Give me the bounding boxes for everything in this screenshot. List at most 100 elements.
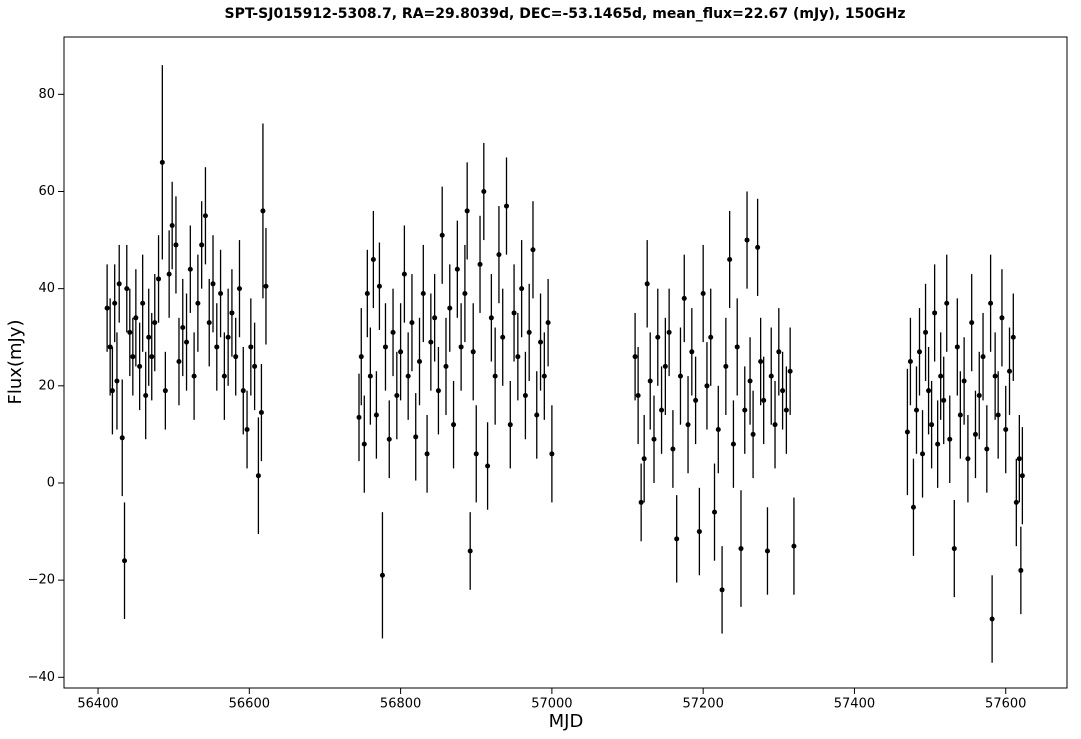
point — [644, 281, 650, 287]
point — [961, 378, 967, 384]
point — [159, 159, 165, 165]
point — [191, 373, 197, 379]
point — [112, 300, 118, 306]
point — [233, 354, 239, 360]
point — [248, 344, 254, 350]
point — [704, 383, 710, 389]
point — [462, 291, 468, 297]
point — [409, 320, 415, 326]
point — [358, 354, 364, 360]
chart-title: SPT-SJ015912-5308.7, RA=29.8039d, DEC=-5… — [225, 6, 906, 22]
point — [187, 266, 193, 272]
point — [477, 261, 483, 267]
point — [689, 349, 695, 355]
point — [432, 315, 438, 321]
point — [526, 329, 532, 335]
point — [641, 456, 647, 462]
point — [989, 616, 995, 622]
point — [980, 354, 986, 360]
point — [252, 363, 258, 369]
point — [907, 359, 913, 365]
point — [677, 373, 683, 379]
point — [361, 441, 367, 447]
point — [932, 310, 938, 316]
point — [488, 315, 494, 321]
point — [218, 291, 224, 297]
point — [780, 388, 786, 394]
point — [538, 339, 544, 345]
point — [258, 410, 264, 416]
y-tick-label: 40 — [38, 281, 55, 296]
point — [957, 412, 963, 418]
point — [696, 529, 702, 535]
point — [127, 329, 133, 335]
point — [693, 397, 699, 403]
point — [162, 388, 168, 394]
plot-frame — [63, 36, 1068, 689]
point — [114, 378, 120, 384]
point — [107, 344, 113, 350]
point — [458, 344, 464, 350]
point — [166, 271, 172, 277]
point — [744, 237, 750, 243]
point — [1018, 567, 1024, 573]
point — [947, 436, 953, 442]
point — [783, 407, 789, 413]
point — [715, 427, 721, 433]
point — [522, 393, 528, 399]
x-tick-label: 56400 — [77, 697, 118, 712]
point — [390, 329, 396, 335]
point — [104, 305, 110, 311]
point — [156, 276, 162, 282]
point — [130, 354, 136, 360]
point — [122, 558, 128, 564]
point — [382, 344, 388, 350]
point — [124, 286, 130, 292]
point — [515, 354, 521, 360]
y-tick-label: 60 — [38, 184, 55, 199]
point — [655, 334, 661, 340]
point — [180, 325, 186, 331]
point — [373, 412, 379, 418]
point — [1016, 456, 1022, 462]
point — [470, 349, 476, 355]
point — [116, 281, 122, 287]
point — [750, 431, 756, 437]
point — [734, 344, 740, 350]
x-axis-label: MJD — [549, 711, 584, 732]
point — [662, 363, 668, 369]
point — [367, 373, 373, 379]
point — [424, 451, 430, 457]
point — [730, 441, 736, 447]
point — [719, 587, 725, 593]
point — [214, 344, 220, 350]
point — [954, 344, 960, 350]
point — [904, 429, 910, 435]
point — [635, 393, 641, 399]
point — [700, 291, 706, 297]
point — [772, 422, 778, 428]
point — [920, 451, 926, 457]
point — [742, 407, 748, 413]
point — [376, 283, 382, 289]
point — [761, 397, 767, 403]
point — [379, 572, 385, 578]
point — [467, 548, 473, 554]
point — [972, 431, 978, 437]
point — [755, 244, 761, 250]
point — [394, 393, 400, 399]
point — [976, 393, 982, 399]
point — [206, 320, 212, 326]
point — [791, 543, 797, 549]
point — [674, 536, 680, 542]
point — [119, 435, 125, 441]
point — [210, 281, 216, 287]
point — [727, 257, 733, 263]
point — [195, 300, 201, 306]
point — [451, 422, 457, 428]
point — [492, 373, 498, 379]
point — [109, 388, 115, 394]
point — [199, 242, 205, 248]
point — [417, 359, 423, 365]
point — [647, 378, 653, 384]
